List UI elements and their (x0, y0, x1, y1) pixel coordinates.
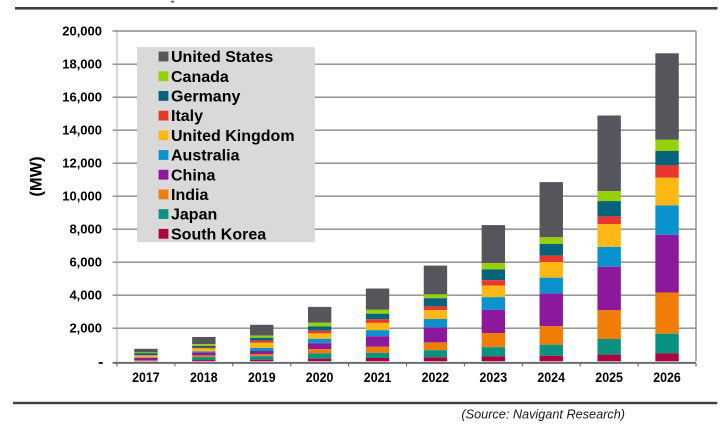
svg-text:United States: United States (171, 49, 273, 66)
svg-text:2021: 2021 (364, 369, 392, 385)
svg-text:India: India (171, 187, 208, 204)
svg-text:16,000: 16,000 (62, 89, 102, 104)
svg-text:14,000: 14,000 (62, 122, 102, 137)
svg-text:2020: 2020 (306, 369, 334, 385)
svg-text:2023: 2023 (480, 369, 508, 385)
svg-text:United Kingdom: United Kingdom (171, 128, 295, 145)
svg-text:Canada: Canada (171, 69, 229, 86)
svg-text:2018: 2018 (190, 369, 218, 385)
svg-text:Germany: Germany (171, 89, 240, 106)
svg-text:2024: 2024 (537, 369, 565, 385)
svg-text:2022: 2022 (422, 369, 450, 385)
svg-text:Italy: Italy (171, 108, 203, 125)
svg-text:12,000: 12,000 (62, 155, 102, 170)
svg-text:Australia: Australia (171, 148, 240, 165)
svg-text:(MW): (MW) (28, 156, 46, 196)
svg-text:2019: 2019 (248, 369, 276, 385)
svg-text:(Source: Navigant Research): (Source: Navigant Research) (461, 408, 625, 422)
svg-text:18,000: 18,000 (62, 56, 102, 71)
svg-text:2,000: 2,000 (69, 320, 102, 335)
svg-text:China: China (171, 167, 216, 184)
svg-text:10,000: 10,000 (62, 188, 102, 203)
svg-text:8,000: 8,000 (69, 221, 102, 236)
svg-text:2025: 2025 (595, 369, 623, 385)
svg-text:6,000: 6,000 (69, 254, 102, 269)
svg-text:South Korea: South Korea (171, 226, 266, 243)
svg-text:2017: 2017 (132, 369, 160, 385)
svg-text:20,000: 20,000 (62, 23, 102, 38)
svg-text:Japan: Japan (171, 207, 217, 224)
svg-text:4,000: 4,000 (69, 287, 102, 302)
svg-text:2026: 2026 (653, 369, 681, 385)
